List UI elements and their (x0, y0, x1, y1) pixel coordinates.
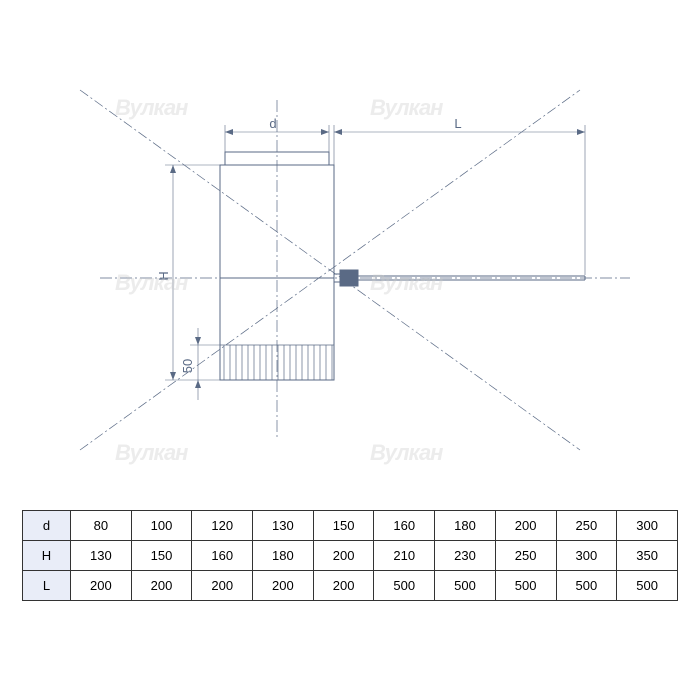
cell: 500 (374, 571, 435, 601)
cell: 210 (374, 541, 435, 571)
drawing-svg: d L H 50 (40, 70, 660, 470)
cell: 200 (313, 541, 374, 571)
row-label: L (23, 571, 71, 601)
cell: 130 (71, 541, 132, 571)
cell: 500 (617, 571, 678, 601)
cell: 250 (556, 511, 617, 541)
cell: 300 (617, 511, 678, 541)
cell: 80 (71, 511, 132, 541)
cell: 500 (495, 571, 556, 601)
cell: 200 (192, 571, 253, 601)
cell: 180 (435, 511, 496, 541)
cell: 350 (617, 541, 678, 571)
cell: 200 (71, 571, 132, 601)
cell: 180 (253, 541, 314, 571)
table-row: L 200 200 200 200 200 500 500 500 500 50… (23, 571, 678, 601)
cell: 200 (253, 571, 314, 601)
cell: 200 (313, 571, 374, 601)
row-label: H (23, 541, 71, 571)
cell: 200 (495, 511, 556, 541)
cell: 500 (435, 571, 496, 601)
cell: 120 (192, 511, 253, 541)
cell: 230 (435, 541, 496, 571)
cell: 160 (374, 511, 435, 541)
table-row: d 80 100 120 130 150 160 180 200 250 300 (23, 511, 678, 541)
technical-drawing: d L H 50 (40, 70, 660, 470)
table-row: H 130 150 160 180 200 210 230 250 300 35… (23, 541, 678, 571)
dim-label-L: L (454, 116, 461, 131)
cell: 100 (131, 511, 192, 541)
dim-label-d: d (269, 116, 276, 131)
dim-label-50: 50 (180, 359, 195, 373)
row-label: d (23, 511, 71, 541)
cell: 250 (495, 541, 556, 571)
dim-label-H: H (156, 271, 171, 280)
cell: 300 (556, 541, 617, 571)
cell: 200 (131, 571, 192, 601)
specification-table: d 80 100 120 130 150 160 180 200 250 300… (22, 510, 678, 601)
cell: 500 (556, 571, 617, 601)
cell: 150 (131, 541, 192, 571)
cell: 130 (253, 511, 314, 541)
cell: 160 (192, 541, 253, 571)
cell: 150 (313, 511, 374, 541)
